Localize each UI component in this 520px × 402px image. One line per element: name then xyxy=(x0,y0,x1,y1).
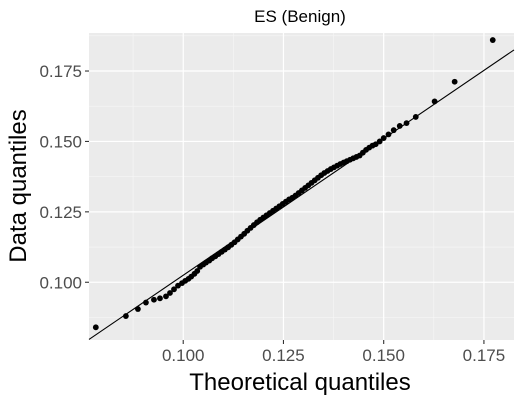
data-point xyxy=(167,290,173,296)
data-point xyxy=(451,78,458,85)
minor-gridlines xyxy=(89,33,514,340)
x-tick-label: 0.150 xyxy=(362,346,405,365)
data-point xyxy=(135,306,141,312)
y-tick-label: 0.150 xyxy=(39,132,82,151)
reference-line xyxy=(88,49,515,340)
data-point xyxy=(194,268,201,274)
y-tick-label: 0.125 xyxy=(39,203,82,222)
data-point xyxy=(380,135,387,141)
plot-panel xyxy=(89,33,514,340)
major-gridlines xyxy=(89,33,514,340)
data-point xyxy=(171,286,177,293)
data-point xyxy=(431,98,438,105)
data-points xyxy=(92,37,496,331)
data-point xyxy=(396,123,403,129)
data-point xyxy=(489,37,496,43)
data-point xyxy=(151,296,157,303)
data-point xyxy=(376,138,383,145)
data-point xyxy=(157,295,163,302)
x-tick-label: 0.175 xyxy=(463,346,506,365)
y-axis-tick-labels: 0.100 0.125 0.150 0.175 xyxy=(39,62,82,292)
x-tick-label: 0.125 xyxy=(262,346,305,365)
x-axis-tick-labels: 0.100 0.125 0.150 0.175 xyxy=(162,346,505,365)
y-tick-label: 0.100 xyxy=(39,273,82,292)
y-axis-ticks xyxy=(85,70,89,283)
x-tick-label: 0.100 xyxy=(162,346,205,365)
data-point xyxy=(143,299,149,306)
x-axis-ticks xyxy=(182,340,485,344)
x-axis-title: Theoretical quantiles xyxy=(189,369,410,396)
data-point xyxy=(122,313,129,319)
data-point xyxy=(372,141,379,148)
data-point xyxy=(390,127,397,134)
y-tick-label: 0.175 xyxy=(39,62,82,81)
data-point xyxy=(403,120,410,127)
y-axis-title: Data quantiles xyxy=(5,109,32,262)
data-point xyxy=(163,293,169,300)
data-point xyxy=(412,114,419,120)
chart-title: ES (Benign) xyxy=(254,7,346,26)
data-point xyxy=(385,131,392,138)
data-point xyxy=(92,324,99,331)
